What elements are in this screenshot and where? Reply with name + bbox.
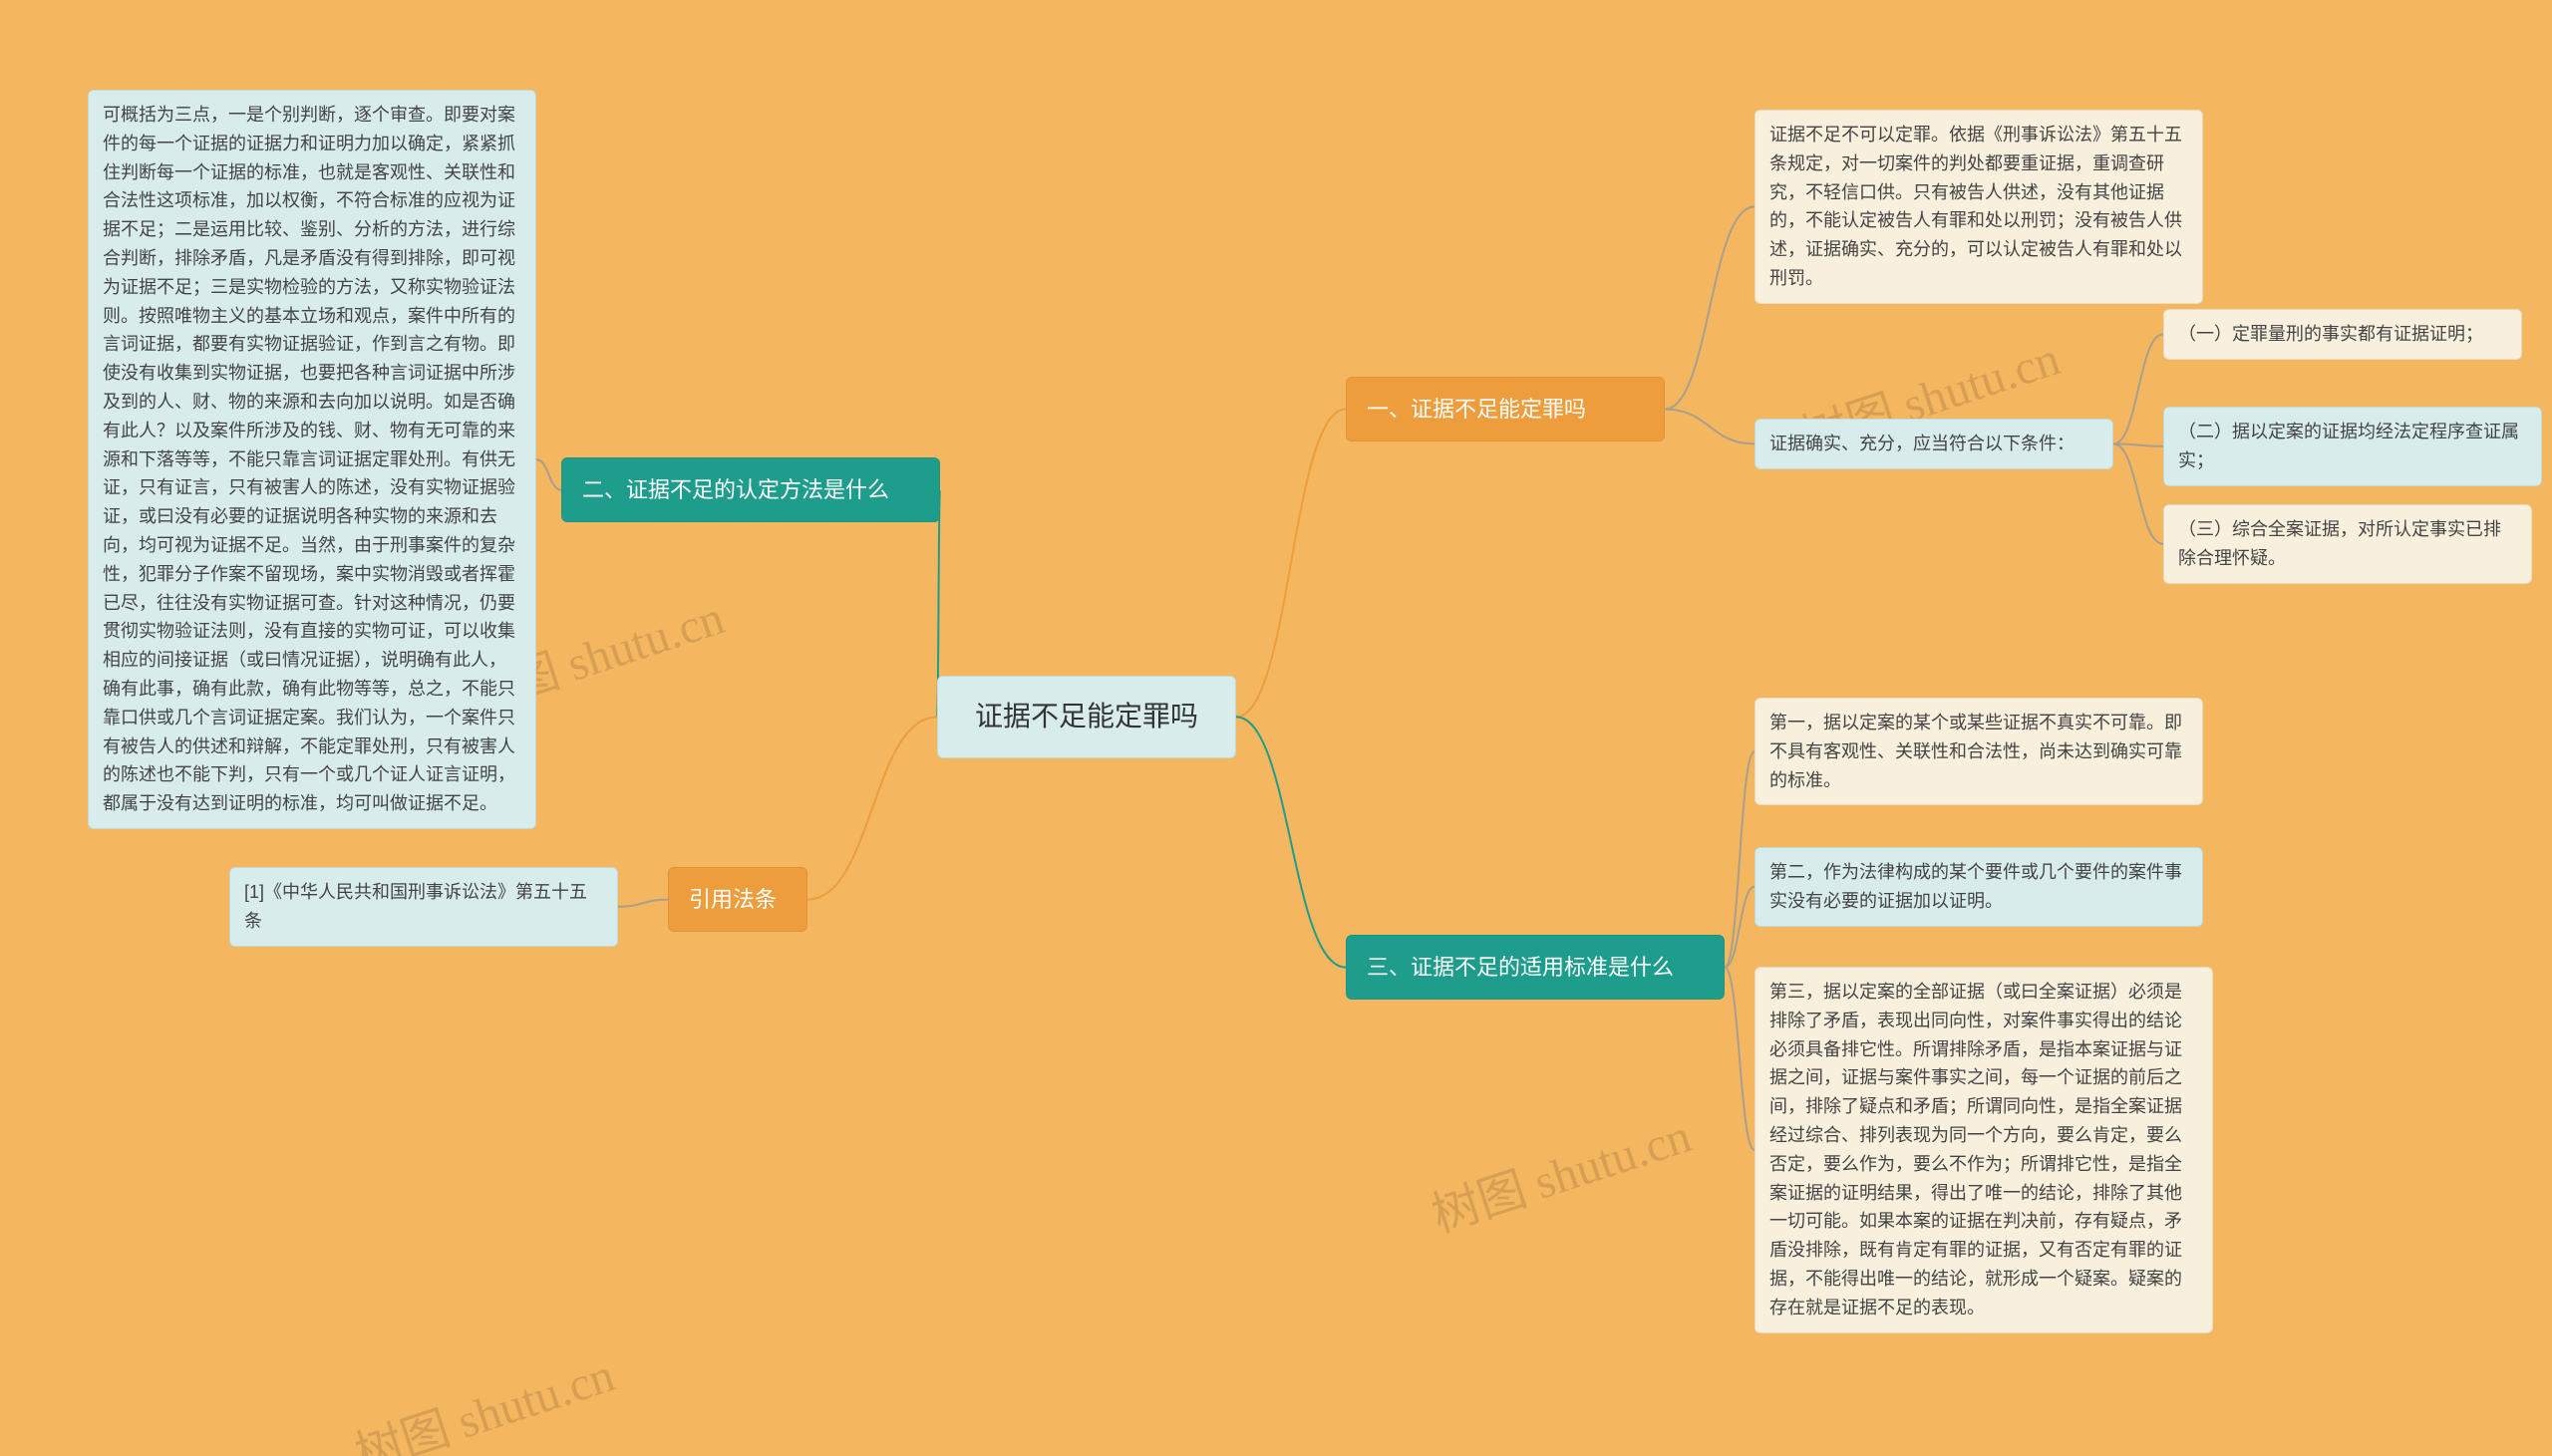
branch-2[interactable]: 二、证据不足的认定方法是什么 (561, 457, 940, 522)
leaf-1b2[interactable]: （二）据以定案的证据均经法定程序查证属实； (2163, 407, 2542, 486)
watermark: 树图 shutu.cn (1422, 1096, 1699, 1246)
leaf-1b[interactable]: 证据确实、充分，应当符合以下条件： (1754, 419, 2113, 469)
leaf-1a[interactable]: 证据不足不可以定罪。依据《刑事诉讼法》第五十五条规定，对一切案件的判处都要重证据… (1754, 110, 2203, 304)
leaf-3c[interactable]: 第三，据以定案的全部证据（或曰全案证据）必须是排除了矛盾，表现出同向性，对案件事… (1754, 967, 2213, 1333)
branch-1[interactable]: 一、证据不足能定罪吗 (1346, 377, 1665, 441)
leaf-1b1[interactable]: （一）定罪量刑的事实都有证据证明； (2163, 309, 2522, 360)
leaf-1b3[interactable]: （三）综合全案证据，对所认定事实已排除合理怀疑。 (2163, 504, 2532, 584)
watermark: 树图 shutu.cn (345, 1335, 622, 1456)
leaf-3a[interactable]: 第一，据以定案的某个或某些证据不真实不可靠。即不具有客观性、关联性和合法性，尚未… (1754, 698, 2203, 805)
branch-4[interactable]: 引用法条 (668, 867, 807, 932)
leaf-3b[interactable]: 第二，作为法律构成的某个要件或几个要件的案件事实没有必要的证据加以证明。 (1754, 847, 2203, 927)
leaf-2a[interactable]: 可概括为三点，一是个别判断，逐个审查。即要对案件的每一个证据的证据力和证明力加以… (88, 90, 536, 829)
branch-3[interactable]: 三、证据不足的适用标准是什么 (1346, 935, 1725, 1000)
root-node[interactable]: 证据不足能定罪吗 (937, 676, 1236, 758)
leaf-4a[interactable]: [1]《中华人民共和国刑事诉讼法》第五十五条 (229, 867, 618, 947)
